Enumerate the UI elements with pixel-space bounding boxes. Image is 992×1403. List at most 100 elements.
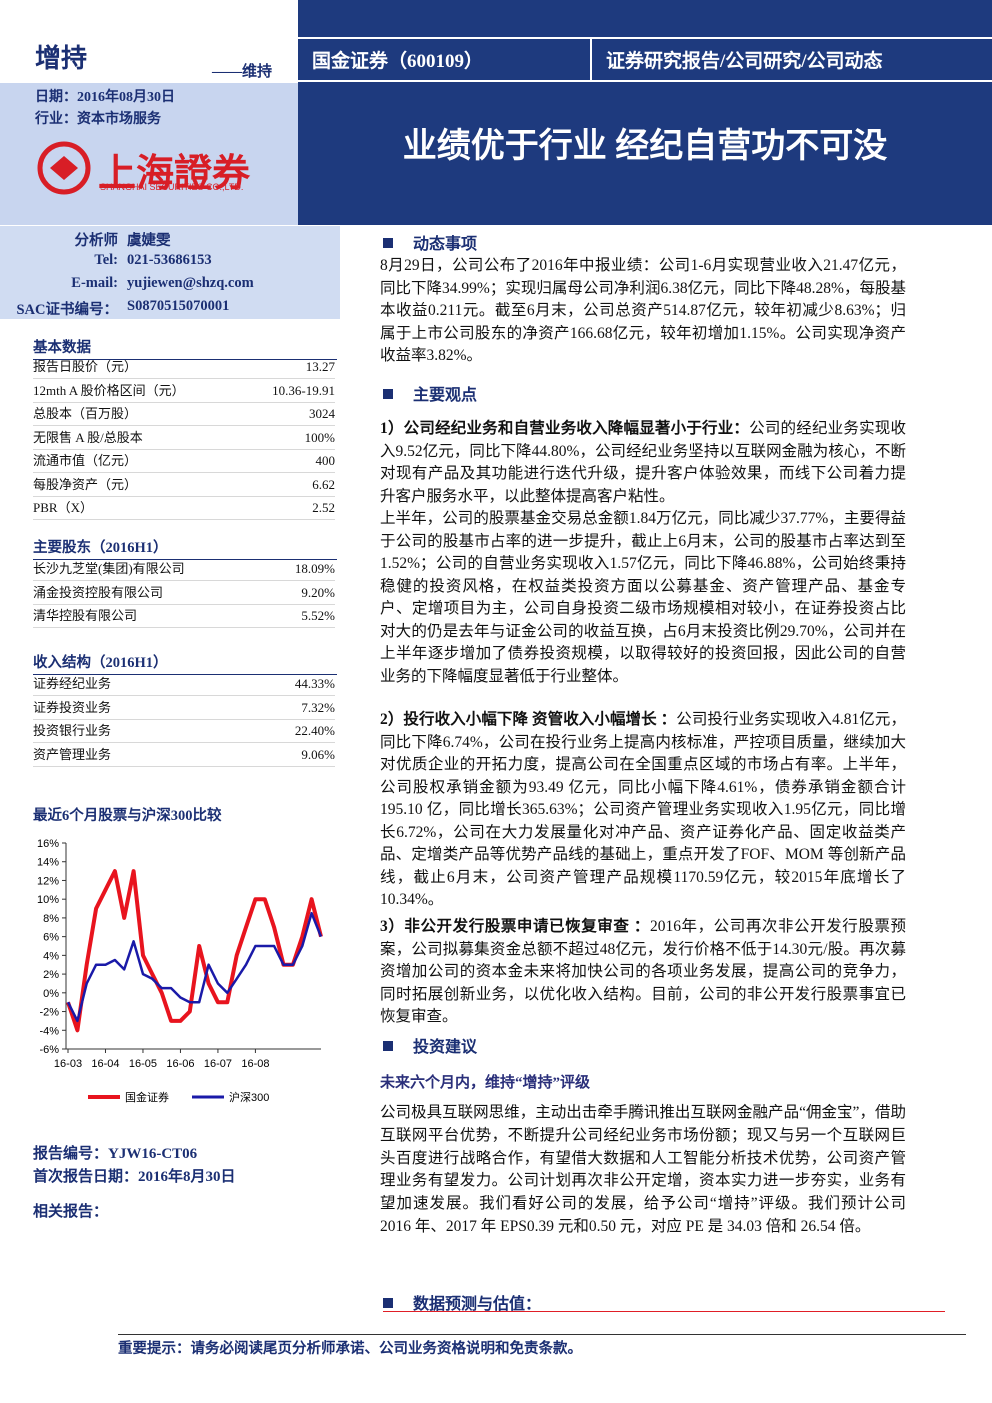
cell: 长沙九芝堂(集团)有限公司 (33, 561, 185, 576)
table-row: 无限售 A 股/总股本 100% (33, 426, 335, 450)
section-heading: 主要观点 (383, 381, 477, 405)
table-row: 证券投资业务 7.32% (33, 696, 335, 720)
y-tick-label: 16% (37, 838, 59, 850)
heading-text: 动态事项 (413, 236, 478, 253)
date: 日期：2016年08月30日 (35, 90, 175, 105)
table-row: 资产管理业务 9.06% (33, 743, 335, 767)
y-tick-label: 4% (43, 950, 59, 962)
section-title: 主要股东（2016H1） (33, 536, 337, 560)
table-row: PBR（X） 2.52 (33, 496, 335, 520)
cell: 10.36-19.91 (272, 382, 335, 398)
section-heading: 动态事项 (383, 230, 477, 254)
cell: 7.32% (301, 699, 335, 715)
table-row: 长沙九芝堂(集团)有限公司 18.09% (33, 557, 335, 581)
section-heading: 投资建议 (383, 1033, 477, 1057)
divider (383, 1311, 945, 1312)
legend-label: 国金证券 (125, 1090, 169, 1104)
rating: 增持 (35, 44, 88, 73)
cell: 投资银行业务 (33, 723, 112, 738)
logo-en: SHANGHAI SECURITIES CO.,LTD. (100, 182, 244, 192)
heading-text: 数据预测与估值： (413, 1296, 542, 1313)
section-title: 基本数据 (33, 336, 337, 360)
info-box (0, 83, 298, 225)
y-tick-label: -6% (39, 1044, 59, 1056)
analyst-value: 虞婕雯 (127, 233, 171, 249)
text: 2016年，公司再次非公开发行股票预案，公司拟募集资金总额不超过48亿元，发行价… (380, 918, 906, 1025)
cell: 总股本（百万股） (33, 406, 138, 421)
heading-text: 主要观点 (413, 387, 478, 404)
paragraph: 3）非公开发行股票申请已恢复审查 ：2016年，公司再次非公开发行股票预案，公司… (380, 916, 906, 1029)
heading-text: 投资建议 (413, 1039, 478, 1056)
divider (298, 37, 992, 39)
divider (590, 39, 592, 80)
y-tick-label: 0% (43, 988, 59, 1000)
cell: 400 (315, 453, 336, 468)
cell: PBR（X） (33, 500, 93, 515)
point-lead: 3）非公开发行股票申请已恢复审查 ： (380, 918, 650, 935)
series-line (66, 911, 323, 1023)
x-tick-label: 16-08 (241, 1058, 269, 1070)
cell: 100% (304, 429, 335, 445)
paragraph: 公司极具互联网思维，主动出击牵手腾讯推出互联网金融产品“佣金宝”，借助互联网平台… (380, 1102, 906, 1239)
legend-label: 沪深300 (229, 1090, 269, 1104)
footer-note: 重要提示：请务必阅读尾页分析师承诺、公司业务资格说明和免责条款。 (118, 1341, 582, 1357)
cell: 2.52 (312, 500, 335, 515)
text: 公司投行业务实现收入4.81亿元，同比下降6.74%，公司在投行业务上提高内核标… (380, 711, 906, 908)
x-tick-label: 16-03 (54, 1058, 82, 1070)
section-title: 收入结构（2016H1） (33, 651, 337, 675)
y-tick-label: 8% (43, 913, 59, 925)
analyst-value: S0870515070001 (127, 298, 230, 314)
cell: 6.62 (312, 476, 335, 492)
cell: 证券经纪业务 (33, 676, 112, 691)
cell: 无限售 A 股/总股本 (33, 429, 143, 445)
cell: 9.20% (301, 584, 335, 600)
subheading: 未来六个月内，维持“增持”评级 (380, 1075, 591, 1091)
cell: 资产管理业务 (33, 746, 112, 762)
industry: 行业：资本市场服务 (35, 112, 161, 127)
table-row: 涌金投资控股有限公司 9.20% (33, 581, 335, 605)
cell: 3024 (309, 406, 335, 421)
cell: 清华控股有限公司 (33, 608, 138, 623)
cell: 9.06% (301, 746, 335, 762)
analyst-label: 分析师 (74, 233, 119, 249)
cell: 涌金投资控股有限公司 (33, 584, 164, 600)
paragraph: 8月29日，公司公布了2016年中报业绩：公司1-6月实现营业收入21.47亿元… (380, 255, 906, 368)
point-lead: 2）投行收入小幅下降 资管收入小幅增长 ： (380, 711, 677, 728)
rating-note: ——维持 (212, 64, 273, 80)
point: 1）公司经纪业务和自营业务收入降幅显著小于行业：公司的经纪业务实现收入9.52亿… (380, 418, 906, 688)
chart: -6% -4% -2% 0% 2% 4% 6% 8% 10% 12% 14% 16% 16-03 16-0… (37, 838, 323, 1104)
analyst-box (0, 226, 340, 319)
point-lead: 1）公司经纪业务和自营业务收入降幅显著小于行业： (380, 420, 750, 437)
text: 公司的经纪业务实现收入9.52亿元，同比下降44.80%，公司经纪业务坚持以互联… (380, 420, 906, 505)
section-heading: 数据预测与估值： (383, 1290, 541, 1314)
y-tick-label: 2% (43, 969, 59, 981)
analyst-value: yujiewen@shzq.com (127, 275, 254, 291)
cell: 证券投资业务 (33, 699, 112, 715)
first-date: 首次报告日期：2016年8月30日 (33, 1169, 236, 1185)
cell: 22.40% (294, 723, 335, 738)
paragraph: 上半年，公司的股票基金交易总金额1.84万亿元，同比减少37.77%，主要得益于… (380, 508, 906, 688)
paragraph: 2）投行收入小幅下降 资管收入小幅增长 ：公司投行业务实现收入4.81亿元，同比… (380, 709, 906, 912)
y-tick-label: 12% (37, 875, 59, 887)
text: 8月29日，公司公布了2016年中报业绩：公司1-6月实现营业收入21.47亿元… (380, 257, 906, 364)
table-row: 投资银行业务 22.40% (33, 719, 335, 743)
point: 2）投行收入小幅下降 资管收入小幅增长 ：公司投行业务实现收入4.81亿元，同比… (380, 709, 906, 912)
table-row: 流通市值（亿元） 400 (33, 449, 335, 473)
x-tick-label: 16-04 (91, 1058, 119, 1070)
analyst-value: 021-53686153 (127, 252, 212, 268)
table-row: 总股本（百万股） 3024 (33, 402, 335, 426)
text: 上半年，公司的股票基金交易总金额1.84万亿元，同比减少37.77%，主要得益于… (380, 510, 906, 685)
y-tick-label: 6% (43, 932, 59, 944)
report-number: 报告编号：YJW16-CT06 (33, 1146, 198, 1162)
divider (298, 80, 992, 82)
cell: 每股净资产（元） (33, 476, 138, 492)
logo-name: 上海證券 (98, 153, 251, 195)
table-row: 每股净资产（元） 6.62 (33, 473, 335, 497)
cell: 流通市值（亿元） (33, 453, 138, 468)
header-band (298, 0, 992, 225)
text: 公司极具互联网思维，主动出击牵手腾讯推出互联网金融产品“佣金宝”，借助互联网平台… (380, 1104, 906, 1235)
cell: 报告日股价（元） (33, 359, 138, 374)
x-tick-label: 16-07 (204, 1058, 232, 1070)
cell: 5.52% (301, 608, 335, 623)
